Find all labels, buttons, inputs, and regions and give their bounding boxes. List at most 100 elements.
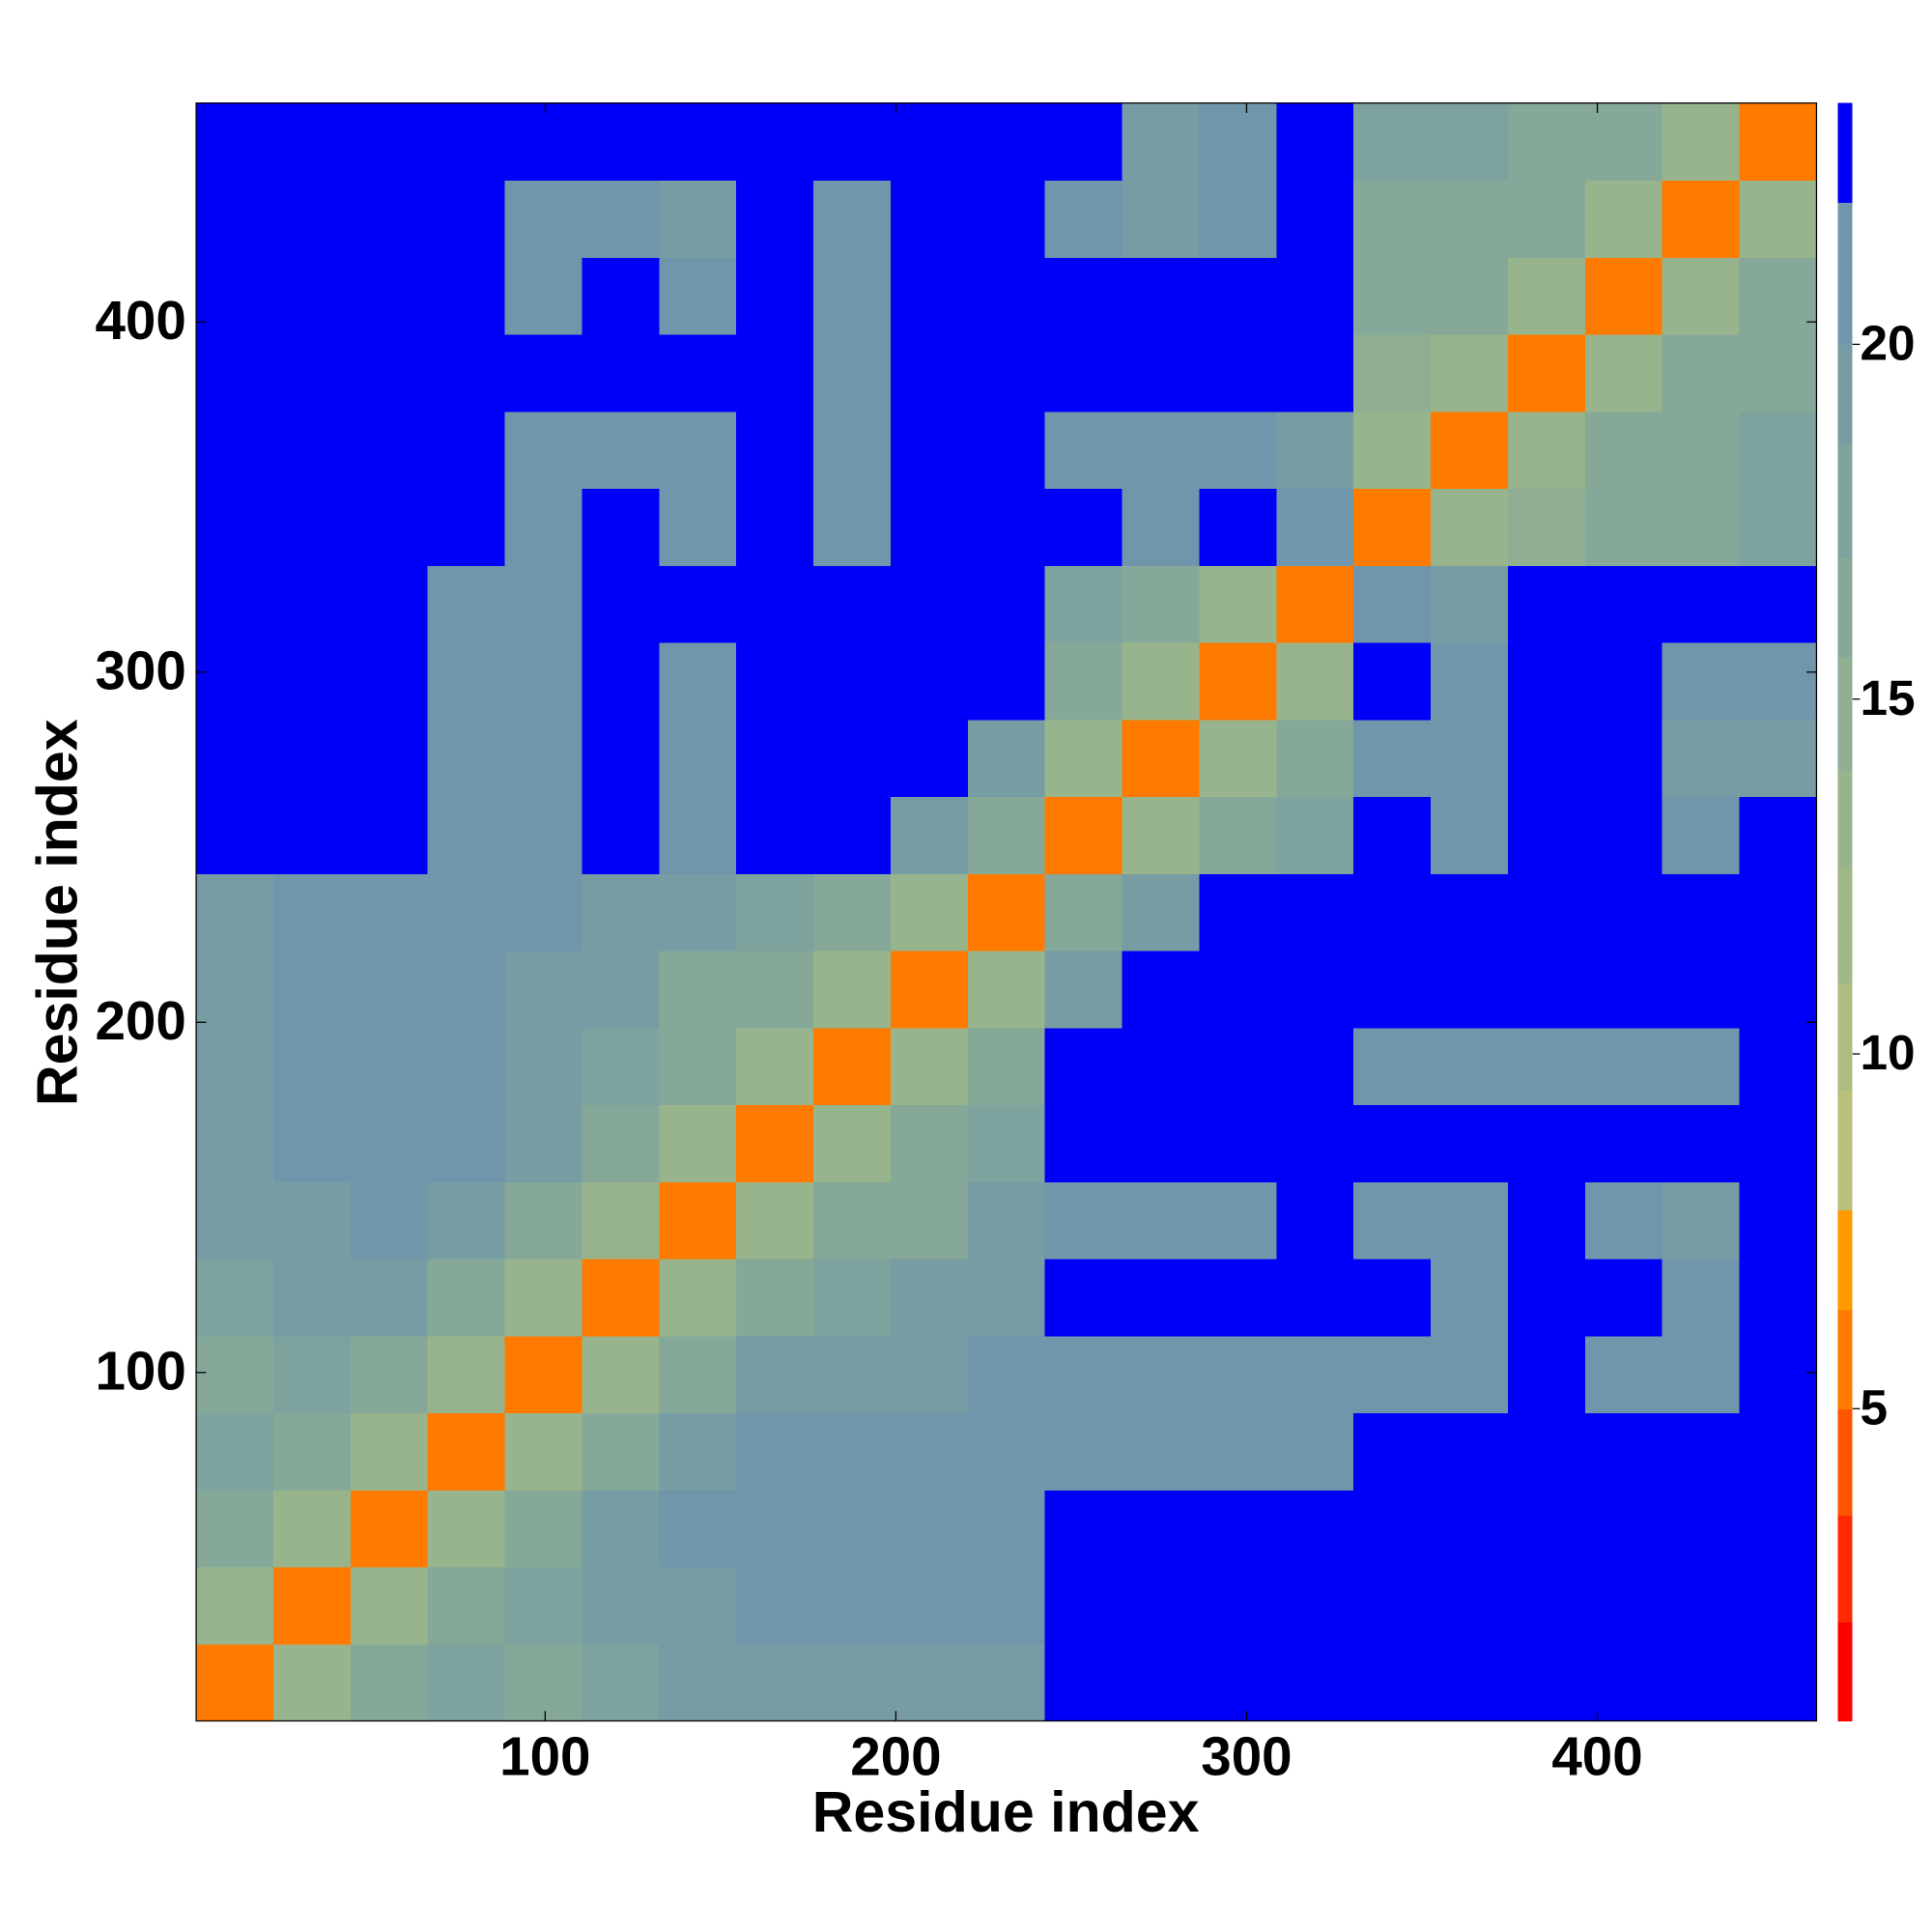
heatmap-cell xyxy=(427,719,506,798)
heatmap-cell xyxy=(350,950,429,1029)
heatmap-cell xyxy=(1044,1181,1123,1260)
heatmap-cell xyxy=(272,333,352,412)
heatmap-cell xyxy=(967,1643,1046,1722)
heatmap-cell xyxy=(196,180,274,258)
heatmap-cell xyxy=(1662,333,1741,412)
heatmap-cell xyxy=(582,1181,660,1260)
colorbar-tick-label: 20 xyxy=(1860,315,1915,371)
heatmap-cell xyxy=(350,1643,429,1722)
heatmap-cell xyxy=(967,950,1046,1029)
heatmap-cell xyxy=(350,488,429,566)
heatmap-cell xyxy=(1507,1027,1586,1106)
heatmap-cell xyxy=(272,719,352,798)
colorbar-band xyxy=(1837,770,1853,870)
heatmap-cell xyxy=(272,257,352,335)
heatmap-cell xyxy=(350,102,429,182)
colorbar-band xyxy=(1837,869,1853,984)
heatmap-cell xyxy=(1739,411,1818,490)
heatmap-cell xyxy=(1276,873,1354,952)
heatmap-cell xyxy=(427,333,506,412)
heatmap-cell xyxy=(196,796,274,874)
heatmap-cell xyxy=(504,1258,583,1337)
colorbar: 5 10 15 20 xyxy=(1837,102,1916,1722)
heatmap-cell xyxy=(1584,1643,1663,1722)
heatmap-cell xyxy=(659,333,737,412)
heatmap-cell xyxy=(350,1490,429,1568)
heatmap-cell xyxy=(1431,411,1509,490)
heatmap-cell xyxy=(1122,411,1201,490)
heatmap-cell xyxy=(427,1643,506,1722)
heatmap-cell xyxy=(272,1258,352,1337)
heatmap-cell xyxy=(1431,1258,1509,1337)
heatmap-cell xyxy=(1739,1258,1818,1337)
heatmap-cell xyxy=(1431,333,1509,412)
heatmap-cell xyxy=(659,411,737,490)
heatmap-cell xyxy=(350,411,429,490)
heatmap-cell xyxy=(1122,102,1201,182)
heatmap-cell xyxy=(1199,102,1277,182)
heatmap-cell xyxy=(1044,641,1123,721)
heatmap-cell xyxy=(1199,333,1277,412)
heatmap-cell xyxy=(813,1490,892,1568)
heatmap-cell xyxy=(1044,1335,1123,1414)
colorbar-band xyxy=(1837,1089,1853,1211)
heatmap-cell xyxy=(1584,488,1663,566)
heatmap-cell xyxy=(1507,411,1586,490)
heatmap-cell xyxy=(427,873,506,952)
colorbar-band xyxy=(1837,1621,1853,1722)
heatmap-cell xyxy=(350,257,429,335)
heatmap-cell xyxy=(1122,1335,1201,1414)
heatmap-cell xyxy=(659,1643,737,1722)
heatmap-cell xyxy=(582,1490,660,1568)
heatmap-cell xyxy=(1662,1258,1741,1337)
heatmap-cell xyxy=(504,1104,583,1182)
heatmap-cell xyxy=(1507,1490,1586,1568)
heatmap-cell xyxy=(1199,1566,1277,1645)
heatmap-cell xyxy=(890,1027,969,1106)
heatmap-cell xyxy=(196,1027,274,1106)
heatmap-cell xyxy=(1122,950,1201,1029)
heatmap-cell xyxy=(1353,1490,1432,1568)
heatmap-cell xyxy=(504,1181,583,1260)
heatmap-cell xyxy=(890,180,969,258)
heatmap-cell xyxy=(1276,719,1354,798)
heatmap-cell xyxy=(1199,719,1277,798)
heatmap-cell xyxy=(1199,1412,1277,1491)
heatmap-cell xyxy=(890,1412,969,1491)
heatmap-cell xyxy=(736,719,814,798)
heatmap-cell xyxy=(427,1104,506,1182)
heatmap-cell xyxy=(582,1335,660,1414)
heatmap-cell xyxy=(736,565,814,643)
heatmap-cell xyxy=(350,719,429,798)
heatmap-cell xyxy=(1431,1412,1509,1491)
heatmap-cell xyxy=(1739,1566,1818,1645)
heatmap-cell xyxy=(967,102,1046,182)
heatmap-cell xyxy=(1199,180,1277,258)
heatmap-cell xyxy=(504,411,583,490)
heatmap-cell xyxy=(582,1027,660,1106)
heatmap-cell xyxy=(1199,488,1277,566)
heatmap-cell xyxy=(736,796,814,874)
heatmap-cell xyxy=(813,796,892,874)
heatmap-cell xyxy=(967,641,1046,721)
heatmap-cell xyxy=(1739,1335,1818,1414)
heatmap-cell xyxy=(350,180,429,258)
colorbar-band xyxy=(1837,656,1853,771)
heatmap-cell xyxy=(1584,257,1663,335)
heatmap-cell xyxy=(272,1643,352,1722)
heatmap-cell xyxy=(813,719,892,798)
heatmap-cell xyxy=(967,180,1046,258)
heatmap-cell xyxy=(813,641,892,721)
heatmap-cell xyxy=(504,641,583,721)
heatmap-cell xyxy=(427,1258,506,1337)
heatmap-cell xyxy=(1044,1566,1123,1645)
heatmap-cell xyxy=(1507,1181,1586,1260)
heatmap-cell xyxy=(1199,1490,1277,1568)
heatmap-cell xyxy=(659,641,737,721)
heatmap-cell xyxy=(1044,1258,1123,1337)
heatmap-cell xyxy=(1276,796,1354,874)
heatmap-cell xyxy=(659,1258,737,1337)
heatmap-cell xyxy=(1353,796,1432,874)
heatmap-cell xyxy=(1044,102,1123,182)
